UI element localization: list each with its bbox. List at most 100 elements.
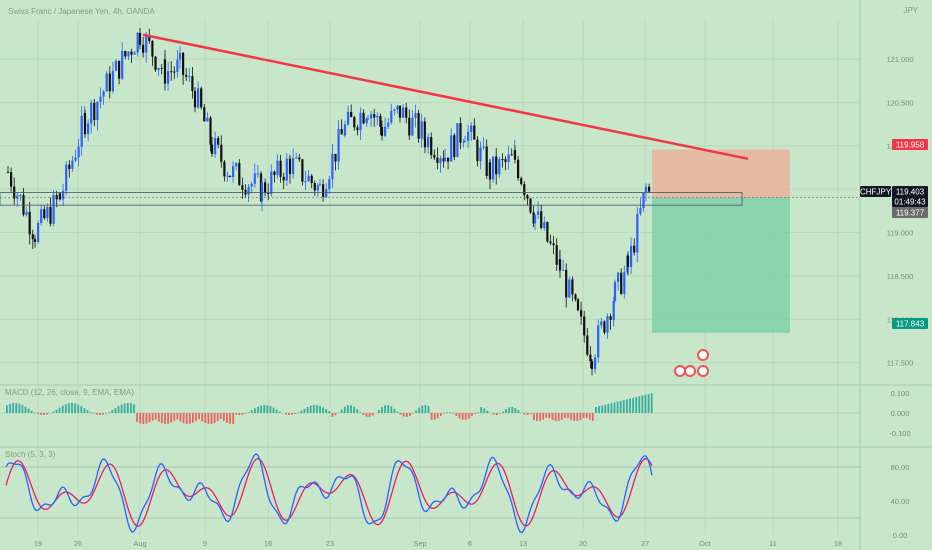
candle-body: [626, 255, 630, 267]
macd-bar: [399, 413, 402, 415]
macd-bar: [164, 413, 166, 424]
price-tick: 119.000: [887, 229, 914, 238]
prev-price-badge-bg[interactable]: [892, 207, 928, 218]
candle-body: [436, 157, 439, 163]
macd-bar: [188, 413, 191, 424]
candle-body: [549, 241, 552, 244]
macd-bar: [114, 408, 117, 413]
prev-price-badge-text[interactable]: 119.377: [896, 209, 925, 218]
candle-body: [589, 354, 592, 362]
alert-icon[interactable]: [684, 365, 696, 377]
candle-body: [552, 243, 555, 246]
countdown-badge-text[interactable]: 01:49:43: [894, 198, 926, 207]
last-price-badge-text[interactable]: 119.403: [896, 188, 925, 197]
macd-bar: [325, 409, 328, 413]
candle-body: [83, 112, 87, 135]
candle-body: [142, 44, 145, 53]
time-axis[interactable]: 19 26 Aug 9 16 23 Sep 6 13 20 27 Oct 11 18: [34, 539, 842, 548]
candle-body: [590, 361, 594, 370]
candle-body: [102, 91, 105, 97]
macd-bar: [529, 413, 532, 414]
candle-body: [228, 175, 232, 177]
candle-body: [28, 211, 31, 235]
macd-bar: [319, 405, 321, 413]
corner-badge[interactable]: JPY: [903, 6, 918, 15]
candle-body: [136, 32, 139, 53]
candle-body: [193, 90, 197, 108]
alert-icon[interactable]: [697, 349, 709, 361]
alert-icon[interactable]: [674, 365, 686, 377]
macd-bar: [384, 405, 386, 413]
resistance-trendline[interactable]: [142, 33, 749, 161]
target-price-badge-bg[interactable]: [892, 318, 928, 329]
last-price-badge-bg[interactable]: [892, 186, 928, 197]
candle-body: [96, 101, 99, 121]
macd-bar: [254, 408, 256, 413]
stoch-pane: [0, 453, 860, 534]
price-candles: [6, 27, 651, 376]
candle-body: [200, 88, 203, 108]
candle-body: [420, 121, 423, 139]
candle-body: [396, 105, 399, 110]
candle-body: [295, 157, 298, 159]
macd-label: MACD (12, 26, close, 9, EMA, EMA): [5, 388, 134, 397]
candle-body: [71, 160, 74, 169]
macd-bar: [27, 408, 30, 413]
price-axis[interactable]: 121.000120.500120.000119.500119.000118.5…: [860, 55, 928, 540]
candle-body: [523, 184, 526, 196]
candle-body: [537, 211, 540, 215]
candle-body: [111, 70, 114, 92]
macd-bar: [619, 400, 622, 413]
alert-icon[interactable]: [697, 365, 709, 377]
candle-body: [384, 126, 387, 136]
candle-body: [80, 115, 83, 147]
macd-bar: [644, 394, 647, 413]
symbol-badge-text[interactable]: CHFJPY: [860, 188, 892, 197]
candle-body: [74, 157, 77, 161]
candle-body: [447, 157, 450, 162]
candle-body: [316, 185, 319, 191]
candle-body: [55, 195, 58, 200]
macd-bar: [371, 413, 374, 416]
macd-bar: [551, 413, 554, 420]
candle-body: [270, 171, 273, 194]
macd-bar: [554, 413, 557, 421]
target-price-badge-text[interactable]: 117.843: [896, 320, 925, 329]
symbol-badge-bg[interactable]: [860, 186, 891, 197]
candle-body: [31, 234, 34, 240]
macd-bar: [433, 413, 436, 420]
price-tick: 118.500: [887, 272, 914, 281]
stoch-tick: 0.00: [893, 531, 908, 540]
macd-bar: [505, 409, 507, 413]
macd-bar: [40, 413, 42, 415]
stop-price-badge-text[interactable]: 119.958: [896, 141, 925, 150]
macd-bar: [334, 413, 337, 416]
candle-body: [459, 123, 462, 143]
support-box[interactable]: [0, 192, 743, 206]
candle-body: [105, 73, 108, 92]
macd-bar: [58, 407, 61, 413]
macd-bar: [6, 405, 8, 413]
macd-bar: [213, 413, 216, 423]
stoch-label: Stoch (5, 3, 3): [5, 450, 56, 459]
candle-body: [238, 163, 241, 186]
time-tick: Aug: [133, 539, 146, 548]
countdown-badge-bg[interactable]: [892, 196, 928, 207]
candle-body: [555, 245, 558, 265]
macd-tick: -0.100: [889, 429, 910, 438]
macd-bar: [539, 413, 541, 421]
alert-icons[interactable]: [674, 349, 709, 377]
macd-bar: [108, 412, 111, 413]
candle-body: [253, 173, 256, 184]
macd-bar: [356, 409, 359, 413]
macd-bar: [340, 409, 343, 413]
macd-bar: [123, 403, 126, 413]
stop-price-badge-bg[interactable]: [892, 139, 928, 150]
candle-body: [340, 128, 343, 135]
candle-body: [151, 40, 154, 57]
macd-bar: [275, 409, 278, 413]
macd-bar: [573, 413, 576, 421]
drawing-overlays[interactable]: [0, 33, 860, 206]
